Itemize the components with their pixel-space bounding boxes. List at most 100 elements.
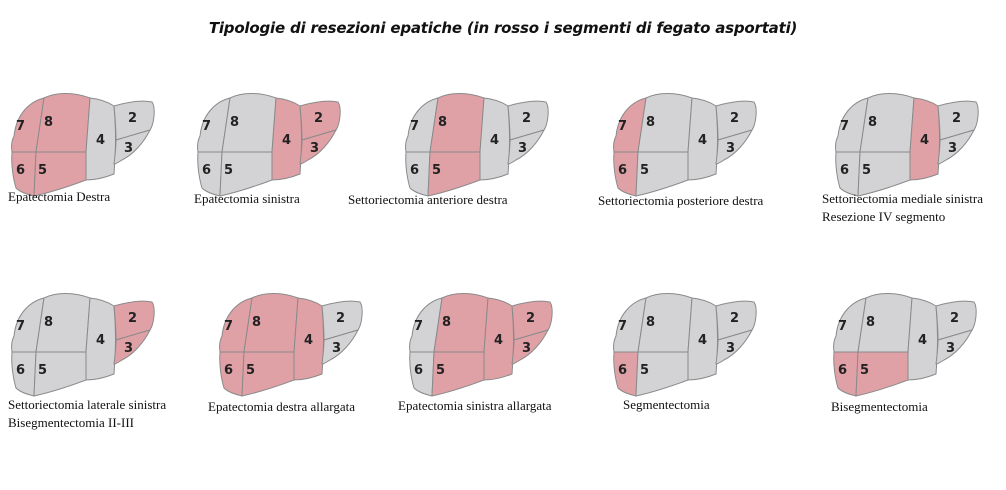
liver-segment-3	[511, 329, 549, 365]
segment-number: 3	[726, 341, 735, 356]
diagram-caption: Epatectomia Destra	[8, 188, 110, 206]
segment-number: 5	[246, 363, 255, 378]
segment-number: 4	[304, 333, 313, 348]
segment-number: 6	[414, 363, 423, 378]
liver-diagram: 7 8 6 5 4 2 3	[11, 93, 155, 197]
segment-number: 4	[96, 333, 105, 348]
liver-segment-2	[715, 300, 757, 341]
liver-diagram: 7 8 6 5 4 2 3	[409, 293, 553, 397]
liver-diagram: 7 8 6 5 4 2 3	[613, 93, 757, 197]
segment-number: 3	[518, 141, 527, 156]
caption-line: Resezione IV segmento	[822, 209, 946, 224]
diagram-caption: Settoriectomia mediale sinistra Resezione…	[822, 190, 983, 226]
caption-line: Epatectomia Destra	[8, 189, 111, 204]
liver-diagram: 7 8 6 5 4 2 3	[613, 293, 757, 397]
segment-number: 7	[618, 119, 627, 134]
resection-diagram: 7 8 6 5 4 2 3	[402, 288, 553, 398]
segment-number: 8	[44, 115, 53, 130]
segment-number: 8	[646, 115, 655, 130]
diagram-caption: Settoriectomia anteriore destra	[348, 191, 508, 209]
liver-segment-6	[11, 151, 37, 197]
liver-segment-6	[613, 151, 639, 197]
segment-number: 6	[202, 163, 211, 178]
segment-number: 5	[38, 363, 47, 378]
segment-number: 8	[646, 315, 655, 330]
liver-segment-2	[935, 300, 977, 341]
liver-segment-3	[113, 129, 151, 165]
segment-number: 5	[862, 163, 871, 178]
resection-diagram: 7 8 6 5 4 2 3	[828, 88, 979, 198]
segment-number: 2	[950, 311, 959, 326]
segment-number: 2	[128, 111, 137, 126]
segment-number: 7	[202, 119, 211, 134]
caption-line: Epatectomia sinistra allargata	[398, 398, 552, 413]
segment-number: 5	[640, 163, 649, 178]
liver-segment-3	[507, 129, 545, 165]
caption-line: Settoriectomia mediale sinistra	[822, 191, 984, 206]
segment-number: 4	[698, 133, 707, 148]
resection-diagram: 7 8 6 5 4 2 3	[4, 88, 155, 198]
diagram-caption: Bisegmentectomia	[831, 398, 928, 416]
liver-segment-6	[835, 151, 861, 197]
segment-number: 8	[438, 115, 447, 130]
segment-number: 7	[410, 119, 419, 134]
segment-number: 7	[16, 319, 25, 334]
segment-number: 6	[410, 163, 419, 178]
liver-diagram: 7 8 6 5 4 2 3	[405, 93, 549, 197]
segment-number: 7	[618, 319, 627, 334]
liver-segment-6	[219, 351, 245, 397]
segment-number: 3	[726, 141, 735, 156]
segment-number: 8	[44, 315, 53, 330]
segment-number: 8	[252, 315, 261, 330]
segment-number: 4	[282, 133, 291, 148]
segment-number: 3	[946, 341, 955, 356]
liver-segment-6	[613, 351, 639, 397]
resection-diagram: 7 8 6 5 4 2 3	[826, 288, 977, 398]
segment-number: 2	[730, 111, 739, 126]
segment-number: 3	[332, 341, 341, 356]
segment-number: 4	[96, 133, 105, 148]
segment-number: 6	[618, 363, 627, 378]
segment-number: 4	[494, 333, 503, 348]
diagram-caption: Epatectomia sinistra allargata	[398, 397, 552, 415]
segment-number: 6	[16, 363, 25, 378]
segment-number: 6	[840, 163, 849, 178]
caption-line: Bisegmentectomia	[831, 399, 928, 414]
resection-diagram: 7 8 6 5 4 2 3	[190, 88, 341, 198]
diagram-caption: Segmentectomia	[623, 396, 710, 414]
liver-segment-3	[321, 329, 359, 365]
caption-line: Settoriectomia anteriore destra	[348, 192, 508, 207]
liver-segment-2	[299, 100, 341, 141]
segment-number: 3	[310, 141, 319, 156]
segment-number: 3	[124, 341, 133, 356]
segment-number: 2	[314, 111, 323, 126]
segment-number: 3	[522, 341, 531, 356]
liver-segment-3	[937, 129, 975, 165]
liver-segment-6	[11, 351, 37, 397]
segment-number: 6	[224, 363, 233, 378]
liver-segment-6	[409, 351, 435, 397]
liver-segment-2	[511, 300, 553, 341]
segment-number: 2	[522, 111, 531, 126]
segment-number: 8	[230, 115, 239, 130]
segment-number: 5	[436, 363, 445, 378]
segment-number: 4	[490, 133, 499, 148]
caption-line: Settoriectomia posteriore destra	[598, 193, 764, 208]
liver-segment-3	[715, 329, 753, 365]
diagram-caption: Epatectomia sinistra	[194, 190, 300, 208]
liver-diagram: 7 8 6 5 4 2 3	[11, 293, 155, 397]
liver-segment-3	[935, 329, 973, 365]
resection-diagram: 7 8 6 5 4 2 3	[606, 288, 757, 398]
segment-number: 4	[920, 133, 929, 148]
liver-diagram: 7 8 6 5 4 2 3	[197, 93, 341, 197]
segment-number: 7	[224, 319, 233, 334]
segment-number: 5	[432, 163, 441, 178]
diagram-caption: Epatectomia destra allargata	[208, 398, 355, 416]
liver-segment-2	[321, 300, 363, 341]
segment-number: 5	[224, 163, 233, 178]
liver-segment-6	[833, 351, 859, 397]
caption-line: Bisegmentectomia II-III	[8, 415, 134, 430]
resection-diagram: 7 8 6 5 4 2 3	[212, 288, 363, 398]
page-title: Tipologie di resezioni epatiche (in ross…	[208, 19, 798, 37]
caption-line: Epatectomia sinistra	[194, 191, 300, 206]
